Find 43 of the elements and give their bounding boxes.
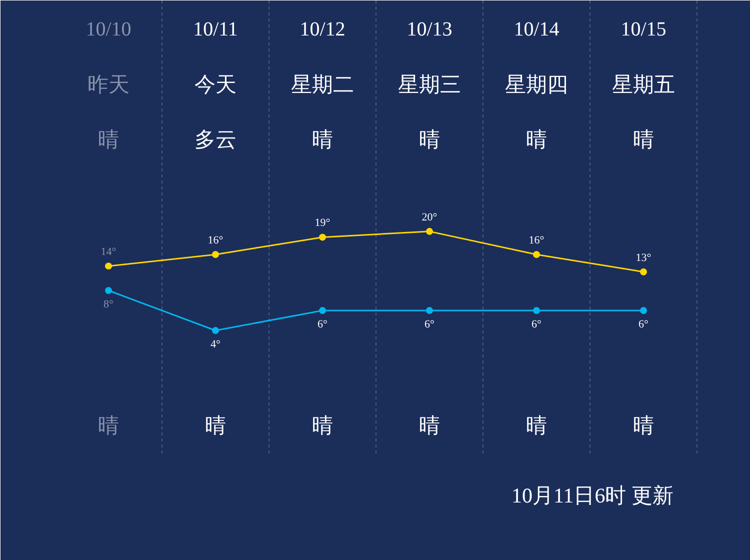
data-label: 19° (314, 217, 330, 230)
annotation: 昨天 (88, 72, 130, 96)
point (319, 234, 326, 241)
annotation: 星期五 (612, 72, 675, 96)
annotation: 10月11日6时 更新 (512, 484, 674, 508)
data-label: 13° (636, 252, 652, 264)
annotation: 星期二 (291, 72, 354, 96)
annotation: 晴 (633, 128, 654, 152)
point (533, 251, 540, 258)
x-tick-label: 10/14 (514, 18, 560, 40)
point (640, 268, 647, 276)
data-label: 6° (318, 318, 328, 330)
data-label: 20° (422, 211, 438, 224)
annotation: 晴 (419, 414, 440, 438)
annotation: 多云 (194, 128, 236, 152)
data-label: 16° (528, 234, 544, 247)
annotation: 星期三 (398, 72, 461, 96)
x-tick-label: 10/12 (300, 18, 346, 40)
annotation: 星期四 (505, 72, 568, 96)
x-tick-label: 10/13 (406, 18, 452, 40)
annotation: 晴 (98, 414, 119, 438)
point (105, 262, 112, 270)
data-label: 6° (532, 318, 542, 330)
data-label: 16° (208, 234, 224, 247)
data-label: 6° (638, 318, 648, 330)
annotation: 晴 (419, 128, 440, 152)
data-label: 6° (424, 318, 434, 330)
annotation: 今天 (194, 72, 236, 96)
annotation: 晴 (205, 414, 226, 438)
point (426, 228, 433, 235)
annotation: 晴 (312, 128, 333, 152)
x-tick-label: 10/11 (193, 18, 238, 40)
annotation: 晴 (98, 128, 119, 152)
x-tick-label: 10/15 (620, 18, 666, 40)
data-label: 8° (104, 298, 114, 310)
annotation: 晴 (526, 128, 547, 152)
x-tick-label: 10/10 (86, 18, 132, 40)
annotation: 晴 (633, 414, 654, 438)
annotation: 晴 (312, 414, 333, 438)
point (212, 251, 219, 258)
annotation: 晴 (526, 414, 547, 438)
data-label: 4° (210, 338, 220, 350)
data-label: 14° (100, 246, 116, 258)
